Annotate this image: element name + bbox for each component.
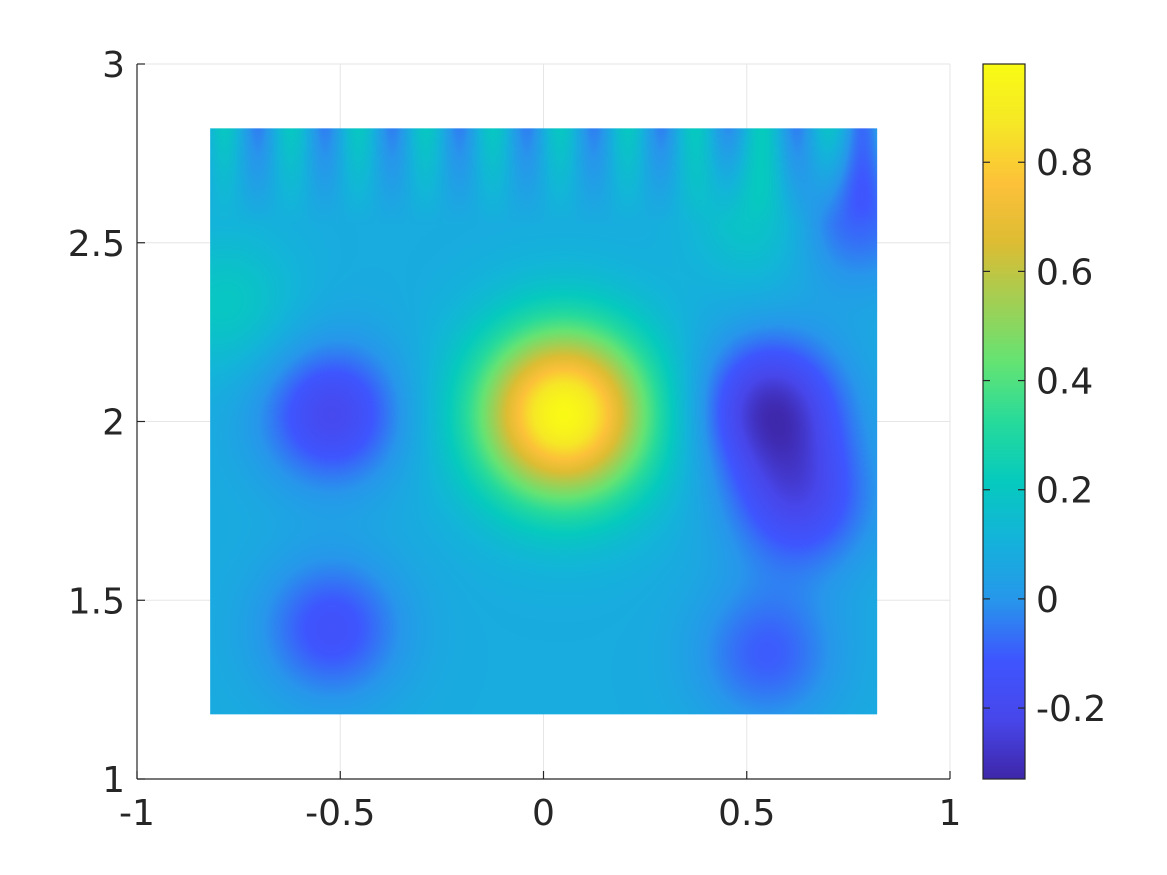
y-tick-label: 1.5 [68, 581, 125, 622]
y-tick-label: 2 [102, 403, 125, 444]
colorbar-frame [982, 63, 1026, 780]
colorbar-tick-label: 0.4 [1036, 362, 1093, 403]
x-tick-label: 0.5 [718, 793, 775, 834]
y-tick-label: 2.5 [68, 224, 125, 265]
colorbar-ticks: -0.2 0 0.2 0.4 0.6 0.8 [983, 143, 1106, 730]
x-tick-label: 1 [939, 793, 962, 834]
colorbar-tick-label: 0 [1036, 580, 1059, 621]
x-tick-label: -1 [119, 793, 155, 834]
y-tick-label: 3 [102, 45, 125, 86]
y-tick-label: 1 [102, 760, 125, 801]
x-tick-label: -0.5 [305, 793, 375, 834]
colorbar-tick-label: -0.2 [1036, 689, 1106, 730]
colorbar-tick-label: 0.6 [1036, 252, 1093, 293]
y-axis: 1 1.5 2 2.5 3 [68, 45, 145, 801]
x-tick-label: 0 [532, 793, 555, 834]
x-axis: -1 -0.5 0 0.5 1 [119, 771, 961, 834]
colorbar: -0.2 0 0.2 0.4 0.6 0.8 [982, 63, 1106, 780]
colorbar-tick-label: 0.8 [1036, 143, 1093, 184]
colorbar-tick-label: 0.2 [1036, 471, 1093, 512]
heatmap [210, 128, 878, 715]
colorbar-gradient [983, 64, 1025, 779]
plot-area: -1 -0.5 0 0.5 1 1 1.5 2 2.5 3 [68, 45, 962, 834]
